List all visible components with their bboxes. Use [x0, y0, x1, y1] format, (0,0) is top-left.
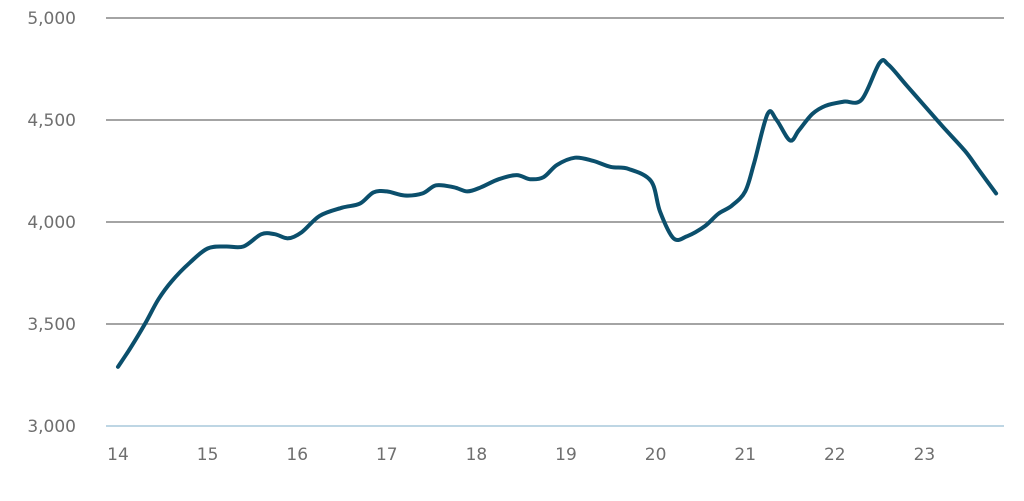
data-point — [206, 247, 210, 251]
x-tick-label: 22 — [824, 445, 846, 465]
x-tick-label: 16 — [286, 445, 308, 465]
x-axis-tick-labels: 14 15 16 17 18 19 20 21 22 23 — [107, 445, 935, 465]
data-point — [129, 344, 133, 348]
y-axis-tick-labels: 3,000 3,500 4,000 4,500 5,000 — [27, 9, 76, 437]
data-point — [286, 236, 290, 240]
data-point — [994, 191, 998, 195]
data-point — [573, 156, 577, 160]
data-point — [940, 124, 944, 128]
data-point — [528, 177, 532, 181]
data-point — [842, 100, 846, 104]
data-point — [685, 234, 689, 238]
data-point — [775, 118, 779, 122]
data-point — [555, 163, 559, 167]
data-point — [627, 167, 631, 171]
data-point — [905, 83, 909, 87]
data-point — [922, 104, 926, 108]
data-point — [752, 161, 756, 165]
data-point — [259, 232, 263, 236]
data-point — [318, 214, 322, 218]
y-tick-label: 4,500 — [27, 111, 76, 131]
x-tick-label: 21 — [734, 445, 756, 465]
data-point — [188, 261, 192, 265]
data-point — [465, 189, 469, 193]
x-tick-label: 18 — [466, 445, 488, 465]
data-point — [116, 365, 120, 369]
x-tick-label: 15 — [197, 445, 219, 465]
data-point — [609, 165, 613, 169]
y-tick-label: 4,000 — [27, 213, 76, 233]
series-line-0 — [116, 58, 999, 369]
data-point — [241, 245, 245, 249]
data-point — [658, 210, 662, 214]
data-point — [788, 138, 792, 142]
data-point — [421, 191, 425, 195]
data-point — [358, 202, 362, 206]
data-point — [766, 112, 770, 116]
data-point — [824, 104, 828, 108]
data-point — [434, 183, 438, 187]
x-tick-label: 20 — [645, 445, 667, 465]
data-point — [273, 232, 277, 236]
data-point — [703, 224, 707, 228]
data-point — [887, 63, 891, 67]
data-point — [743, 189, 747, 193]
data-point — [403, 194, 407, 198]
data-point — [672, 236, 676, 240]
data-point — [497, 177, 501, 181]
data-point — [479, 185, 483, 189]
data-point — [371, 190, 375, 194]
series-layer — [116, 58, 999, 369]
y-tick-label: 3,000 — [27, 417, 76, 437]
data-point — [591, 159, 595, 163]
y-tick-label: 3,500 — [27, 315, 76, 335]
data-point — [143, 322, 147, 326]
data-point — [976, 167, 980, 171]
data-point — [170, 279, 174, 283]
data-point — [385, 189, 389, 193]
data-point — [963, 149, 967, 153]
data-point — [649, 179, 653, 183]
data-point — [224, 245, 228, 249]
x-tick-label: 17 — [376, 445, 398, 465]
data-point — [542, 175, 546, 179]
data-point — [730, 204, 734, 208]
y-tick-label: 5,000 — [27, 9, 76, 29]
data-point — [452, 185, 456, 189]
data-point — [300, 230, 304, 234]
data-point — [860, 98, 864, 102]
gridlines — [106, 17, 1004, 427]
data-point — [515, 173, 519, 177]
x-tick-label: 14 — [107, 445, 129, 465]
data-point — [878, 61, 882, 65]
data-point — [810, 112, 814, 116]
data-point — [156, 298, 160, 302]
data-point — [340, 206, 344, 210]
data-point — [797, 128, 801, 132]
x-tick-label: 23 — [914, 445, 936, 465]
x-tick-label: 19 — [555, 445, 577, 465]
data-point — [716, 212, 720, 216]
